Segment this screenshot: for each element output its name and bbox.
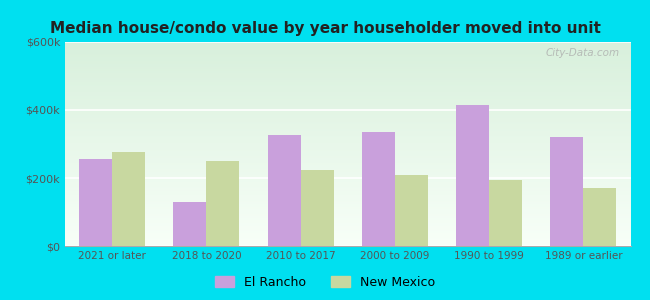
Bar	[112, 152, 145, 246]
Bar	[79, 159, 112, 246]
Bar	[551, 137, 584, 246]
Bar	[268, 136, 300, 246]
Bar	[300, 169, 333, 246]
Bar	[489, 180, 522, 246]
Bar	[207, 161, 239, 246]
Text: Median house/condo value by year householder moved into unit: Median house/condo value by year househo…	[49, 21, 601, 36]
Text: City-Data.com: City-Data.com	[545, 48, 619, 58]
Bar	[362, 132, 395, 246]
Bar	[584, 188, 616, 246]
Bar	[456, 105, 489, 246]
Bar	[395, 175, 428, 246]
Bar	[174, 202, 207, 246]
Legend: El Rancho, New Mexico: El Rancho, New Mexico	[210, 271, 440, 294]
